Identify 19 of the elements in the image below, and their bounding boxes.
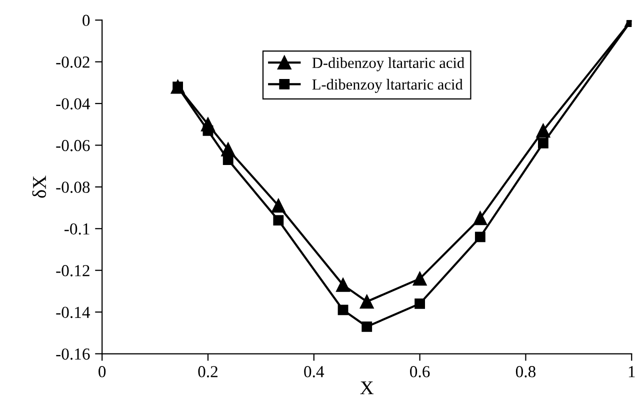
y-tick-label: -0.04	[56, 98, 90, 110]
y-axis-title: δX	[32, 176, 46, 198]
x-tick-label: 0	[98, 366, 106, 378]
y-tick-label: -0.16	[56, 348, 90, 360]
x-axis-title: X	[360, 381, 374, 394]
y-tick-label: -0.12	[56, 265, 90, 276]
y-tick-label: -0.02	[56, 56, 90, 68]
x-tick-label: 0.6	[410, 366, 430, 378]
x-tick-label: 0.2	[198, 366, 218, 378]
legend-label: L-dibenzoy ltartaric acid	[312, 78, 463, 93]
y-tick-label: -0.06	[56, 140, 90, 152]
legend-label: D-dibenzoy ltartaric acid	[312, 57, 464, 72]
x-tick-label: 0.4	[304, 366, 324, 378]
x-tick-label: 1	[628, 366, 635, 378]
y-tick-label: -0.1	[64, 223, 90, 235]
x-tick-label: 0.8	[516, 366, 536, 378]
y-tick-label: 0	[82, 14, 90, 26]
y-tick-label: -0.08	[56, 182, 90, 193]
y-tick-label: -0.14	[56, 306, 90, 318]
